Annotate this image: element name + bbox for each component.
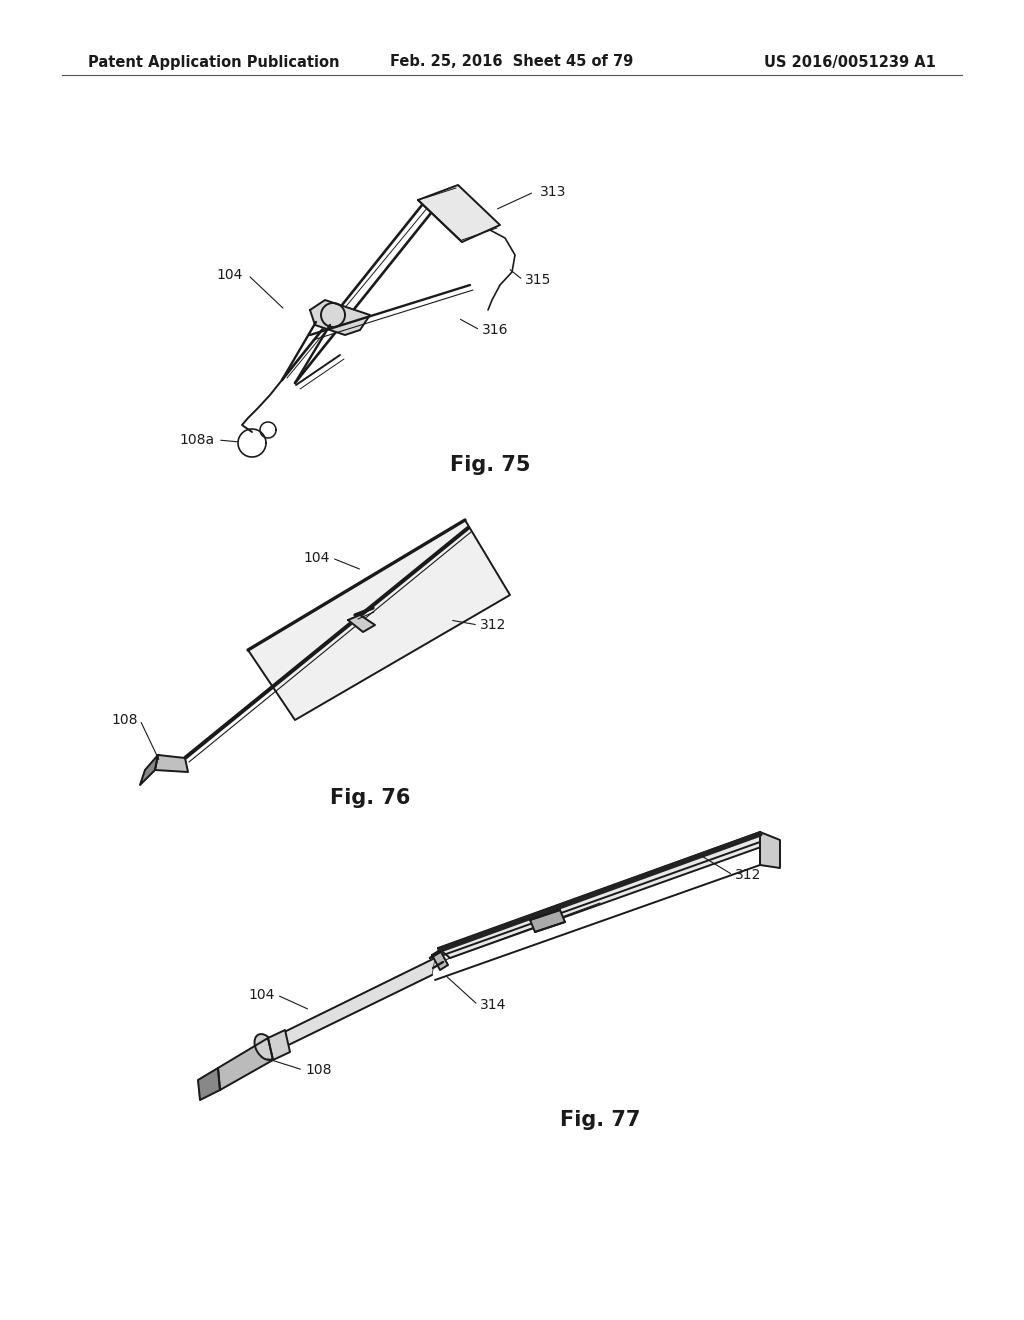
Text: 104: 104 [304,550,330,565]
Text: 108: 108 [112,713,138,727]
Polygon shape [218,1038,273,1090]
Text: 314: 314 [480,998,507,1012]
Text: 108a: 108a [180,433,215,447]
Polygon shape [432,950,449,970]
Text: 104: 104 [249,987,275,1002]
Text: Fig. 77: Fig. 77 [560,1110,640,1130]
Text: Fig. 75: Fig. 75 [450,455,530,475]
Text: 315: 315 [525,273,551,286]
Text: 312: 312 [480,618,507,632]
Polygon shape [140,755,158,785]
Polygon shape [310,300,370,335]
Polygon shape [348,615,375,632]
Polygon shape [155,755,188,772]
Polygon shape [198,1068,220,1100]
Text: 312: 312 [735,869,762,882]
Polygon shape [418,185,500,242]
Polygon shape [248,520,510,719]
Polygon shape [438,832,775,958]
Text: 316: 316 [482,323,509,337]
Polygon shape [760,832,780,869]
Text: 108: 108 [305,1063,332,1077]
Text: Feb. 25, 2016  Sheet 45 of 79: Feb. 25, 2016 Sheet 45 of 79 [390,54,634,70]
Text: Fig. 76: Fig. 76 [330,788,411,808]
Text: Patent Application Publication: Patent Application Publication [88,54,340,70]
Polygon shape [268,1030,290,1060]
Polygon shape [530,909,565,932]
Text: US 2016/0051239 A1: US 2016/0051239 A1 [764,54,936,70]
Polygon shape [268,958,435,1055]
Text: 313: 313 [540,185,566,199]
Ellipse shape [255,1034,275,1060]
Text: 104: 104 [217,268,243,282]
